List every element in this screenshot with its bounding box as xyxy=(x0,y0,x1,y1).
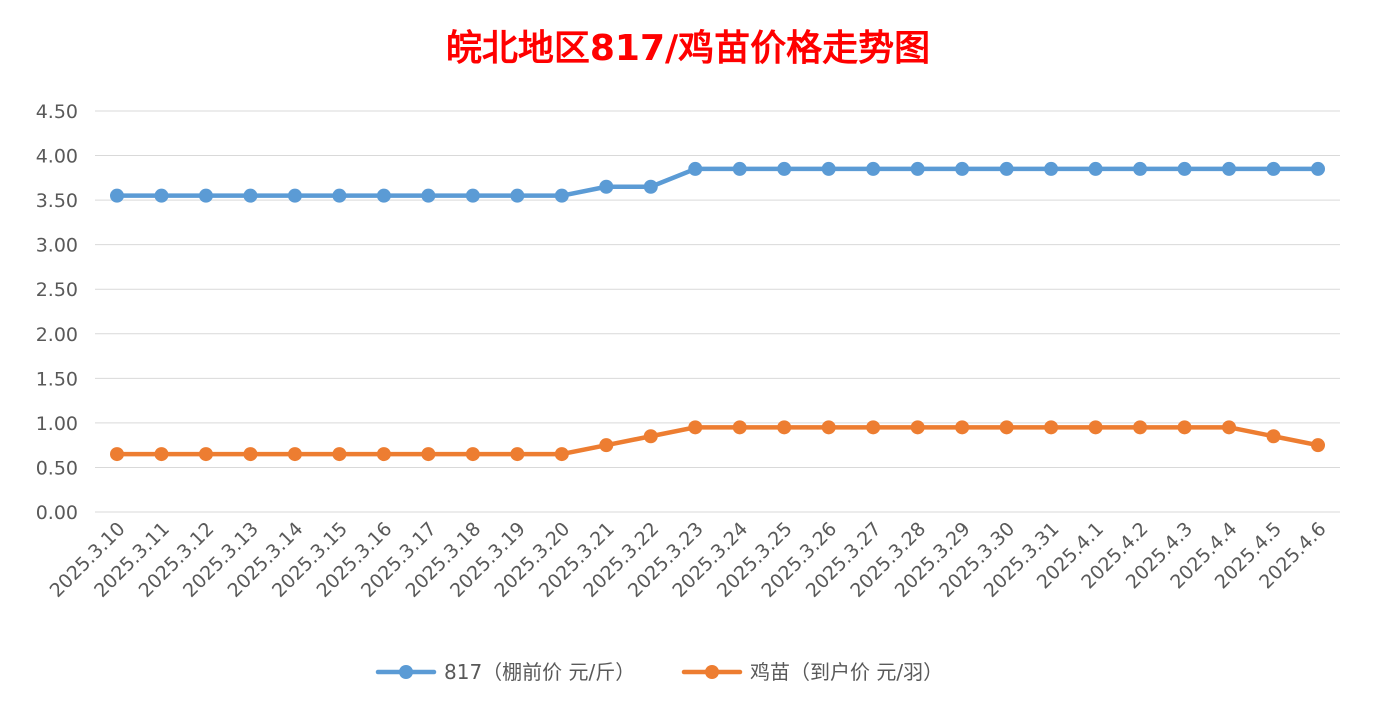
data-point xyxy=(1177,161,1192,176)
legend-swatch-marker xyxy=(399,665,413,679)
data-point xyxy=(599,438,614,453)
data-point xyxy=(910,420,925,435)
data-point xyxy=(688,420,703,435)
legend-label: 鸡苗（到户价 元/羽） xyxy=(750,660,943,684)
data-point xyxy=(732,161,747,176)
data-point xyxy=(243,188,258,203)
data-point xyxy=(1088,161,1103,176)
data-point xyxy=(777,161,792,176)
y-tick-label: 1.50 xyxy=(36,368,78,390)
y-tick-label: 4.50 xyxy=(36,101,78,123)
chart-title: 皖北地区817/鸡苗价格走势图 xyxy=(446,28,930,69)
data-point xyxy=(421,447,436,462)
legend-item: 817（棚前价 元/斤） xyxy=(375,660,635,684)
legend-label: 817（棚前价 元/斤） xyxy=(444,660,635,684)
series-group xyxy=(110,161,1325,462)
data-point xyxy=(1133,161,1148,176)
data-point xyxy=(732,420,747,435)
data-point xyxy=(465,447,480,462)
series-line xyxy=(114,425,1321,457)
data-point xyxy=(821,420,836,435)
y-tick-label: 1.00 xyxy=(36,413,78,435)
data-point xyxy=(1266,429,1281,444)
data-point xyxy=(554,447,569,462)
y-tick-label: 2.50 xyxy=(36,279,78,301)
y-tick-label: 0.00 xyxy=(36,502,78,524)
data-point xyxy=(243,447,258,462)
data-point xyxy=(421,188,436,203)
data-point xyxy=(643,429,658,444)
data-point xyxy=(866,161,881,176)
data-point xyxy=(1222,420,1237,435)
data-point xyxy=(599,179,614,194)
data-point xyxy=(955,420,970,435)
data-point xyxy=(154,188,169,203)
data-point xyxy=(376,188,391,203)
data-point xyxy=(287,447,302,462)
data-point xyxy=(910,161,925,176)
data-point xyxy=(1133,420,1148,435)
legend-swatch-marker xyxy=(705,665,719,679)
data-point xyxy=(955,161,970,176)
data-point xyxy=(1044,161,1059,176)
data-point xyxy=(688,161,703,176)
data-point xyxy=(287,188,302,203)
data-point xyxy=(376,447,391,462)
series-line xyxy=(114,166,1321,198)
data-point xyxy=(999,161,1014,176)
series-2 xyxy=(110,420,1325,462)
y-axis: 0.00 0.50 1.00 1.50 2.00 2.50 3.00 3.50 4.00 4.50 xyxy=(36,101,78,524)
legend: 817（棚前价 元/斤） 鸡苗（到户价 元/羽） xyxy=(375,660,943,684)
data-point xyxy=(154,447,169,462)
data-point xyxy=(554,188,569,203)
data-point xyxy=(1222,161,1237,176)
data-point xyxy=(110,447,124,462)
data-point xyxy=(1177,420,1192,435)
data-point xyxy=(777,420,792,435)
data-point xyxy=(332,447,347,462)
data-point xyxy=(332,188,347,203)
data-point xyxy=(198,188,213,203)
data-point xyxy=(999,420,1014,435)
data-point xyxy=(866,420,881,435)
y-tick-label: 3.50 xyxy=(36,190,78,212)
data-point xyxy=(1311,161,1325,176)
legend-item: 鸡苗（到户价 元/羽） xyxy=(681,660,943,684)
y-tick-label: 2.00 xyxy=(36,324,78,346)
y-tick-label: 3.00 xyxy=(36,235,78,257)
data-point xyxy=(198,447,213,462)
data-point xyxy=(465,188,480,203)
data-point xyxy=(1044,420,1059,435)
data-point xyxy=(110,188,124,203)
y-tick-label: 4.00 xyxy=(36,146,78,168)
data-point xyxy=(821,161,836,176)
data-point xyxy=(510,447,525,462)
data-point xyxy=(1266,161,1281,176)
data-point xyxy=(1088,420,1103,435)
gridlines xyxy=(95,110,1340,513)
y-tick-label: 0.50 xyxy=(36,457,78,479)
series-1 xyxy=(110,161,1325,203)
data-point xyxy=(1311,438,1325,453)
data-point xyxy=(510,188,525,203)
data-point xyxy=(643,179,658,194)
